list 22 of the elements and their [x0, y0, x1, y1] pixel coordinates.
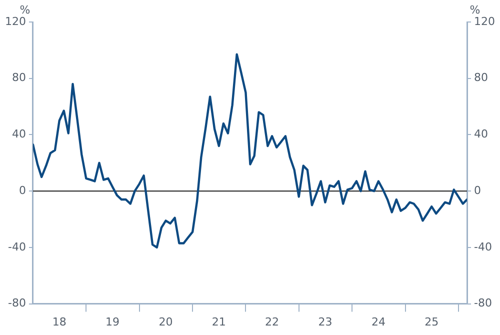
x-tick-label: 23: [318, 315, 332, 328]
y2-tick-label: 40: [474, 128, 488, 141]
x-tick-label: 25: [424, 315, 439, 328]
y-tick-label: 80: [12, 71, 26, 84]
y-tick-label: -40: [8, 240, 26, 254]
x-tick-label: 20: [158, 315, 173, 328]
y2-tick-label: -80: [474, 296, 492, 310]
y2-axis-title: %: [470, 3, 480, 16]
y-tick-label: 120: [4, 14, 26, 28]
y2-tick-label: 80: [474, 71, 488, 84]
x-tick-label: 22: [265, 315, 280, 328]
x-tick-label: 19: [105, 315, 120, 328]
y-tick-label: 40: [12, 128, 26, 141]
x-tick-label: 24: [371, 315, 386, 328]
y2-tick-label: 0: [474, 184, 482, 197]
x-tick-label: 21: [212, 315, 226, 328]
y2-tick-label: 120: [474, 14, 496, 28]
y-axis-title: %: [20, 3, 30, 16]
y-tick-label: 0: [18, 184, 26, 197]
y-tick-label: -80: [8, 296, 26, 310]
y2-tick-label: -40: [474, 240, 492, 254]
x-tick-label: 18: [52, 315, 66, 328]
